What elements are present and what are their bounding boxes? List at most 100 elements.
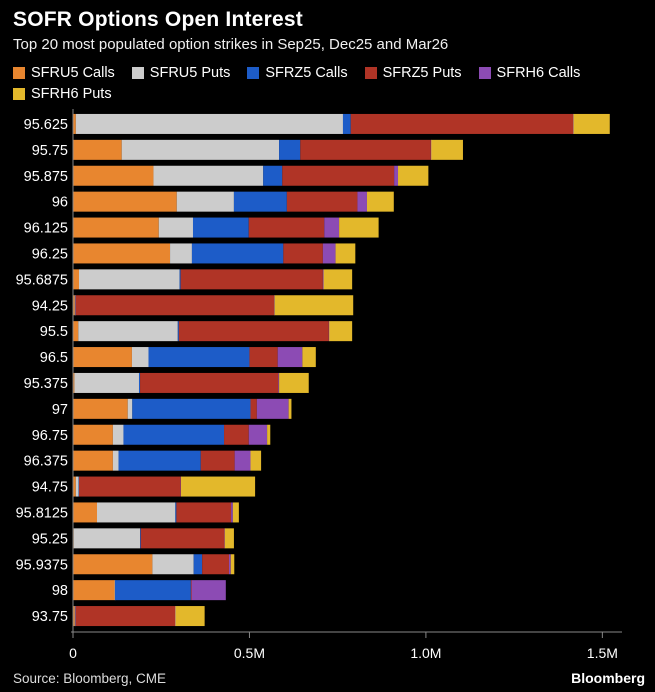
bar-segment (288, 398, 292, 419)
bar-segment (248, 424, 268, 445)
bar-segment (175, 502, 177, 523)
bar-segment (152, 554, 194, 575)
category-label: 95.625 (24, 117, 68, 133)
bar-segment (79, 476, 181, 497)
bar-segment (339, 217, 379, 238)
bar-segment (73, 139, 122, 160)
bar-segment (190, 580, 192, 601)
bar-segment (148, 347, 250, 368)
category-label: 93.75 (32, 609, 68, 625)
bar-segment (138, 372, 141, 393)
bar-segment (302, 347, 316, 368)
bar-segment (75, 606, 175, 627)
bar-segment (158, 217, 193, 238)
legend-swatch (478, 67, 491, 79)
chart-legend: SFRU5 Calls SFRU5 Puts SFRZ5 Calls SFRZ5 Pu… (13, 64, 613, 103)
bar-segment (118, 450, 201, 471)
bar-segment (200, 450, 235, 471)
category-label: 96.75 (32, 428, 68, 444)
bar-segment (115, 580, 191, 601)
bloomberg-logo: Bloomberg (571, 670, 645, 686)
bar-segment (228, 554, 231, 575)
source-note: Source: Bloomberg, CME (13, 671, 167, 686)
bar-segment (127, 398, 133, 419)
bar-segment (175, 606, 205, 627)
legend-label: SFRH6 Calls (496, 65, 581, 81)
bar-segment (224, 424, 249, 445)
category-label: 98 (52, 583, 68, 599)
bar-segment (73, 554, 153, 575)
bar-segment (73, 502, 97, 523)
bar-segment (74, 372, 139, 393)
bar-segment (279, 139, 301, 160)
bar-segment (431, 139, 463, 160)
bar-segment (73, 528, 141, 549)
bar-segment (394, 165, 399, 186)
chart-subtitle: Top 20 most populated option strikes in … (13, 36, 449, 53)
bar-segment (112, 450, 119, 471)
legend-swatch (247, 67, 260, 79)
bar-segment (177, 321, 179, 342)
legend-item: SFRH6 Puts (13, 85, 112, 103)
bar-segment (75, 295, 275, 316)
category-label: 95.875 (24, 169, 68, 185)
bar-segment (132, 398, 251, 419)
bar-segment (231, 502, 233, 523)
bar-segment (78, 321, 178, 342)
bar-segment (75, 113, 343, 134)
bar-segment (193, 554, 203, 575)
bar-segment (112, 424, 124, 445)
x-tick-label: 0 (69, 645, 77, 661)
bar-segment (176, 191, 234, 212)
bar-segment (324, 217, 340, 238)
bar-segment (202, 554, 229, 575)
legend-swatch (13, 67, 25, 79)
category-label: 95.25 (32, 531, 68, 547)
bar-segment (357, 191, 367, 212)
category-label: 95.75 (32, 143, 68, 159)
legend-swatch (13, 88, 25, 100)
bar-segment (123, 424, 225, 445)
legend-label: SFRZ5 Calls (265, 65, 348, 81)
bar-segment (131, 347, 149, 368)
bar-segment (73, 217, 159, 238)
bar-segment (73, 424, 113, 445)
legend-swatch (131, 67, 144, 79)
legend-swatch (364, 67, 377, 79)
bar-segment (170, 243, 192, 264)
legend-item: SFRH6 Calls (478, 64, 581, 82)
bar-segment (73, 165, 154, 186)
legend-label: SFRH6 Puts (31, 86, 112, 102)
bar-segment (234, 450, 251, 471)
bar-segment (121, 139, 280, 160)
category-label: 96.125 (24, 221, 68, 237)
bar-segment (232, 502, 239, 523)
bar-segment (398, 165, 429, 186)
legend-item: SFRU5 Calls (13, 64, 115, 82)
bar-segment (191, 580, 226, 601)
bar-segment (140, 528, 225, 549)
category-label: 95.9375 (16, 557, 68, 573)
legend-item: SFRZ5 Puts (364, 64, 462, 82)
legend-item: SFRU5 Puts (131, 64, 230, 82)
bar-segment (277, 347, 303, 368)
bar-segment (191, 243, 284, 264)
bar-segment (73, 113, 76, 134)
bar-segment (153, 165, 264, 186)
chart-title: SOFR Options Open Interest (13, 8, 303, 31)
bar-segment (335, 243, 356, 264)
category-label: 94.25 (32, 298, 68, 314)
bar-segment (75, 476, 79, 497)
bar-segment (97, 502, 176, 523)
bar-segment (248, 217, 325, 238)
bar-segment (73, 269, 79, 290)
category-label: 97 (52, 402, 68, 418)
x-tick-label: 1.5M (587, 645, 618, 661)
bar-segment (73, 321, 79, 342)
bar-segment (267, 424, 271, 445)
category-label: 95.375 (24, 376, 68, 392)
legend-label: SFRZ5 Puts (382, 65, 462, 81)
bar-segment (249, 347, 278, 368)
bar-segment (73, 398, 128, 419)
